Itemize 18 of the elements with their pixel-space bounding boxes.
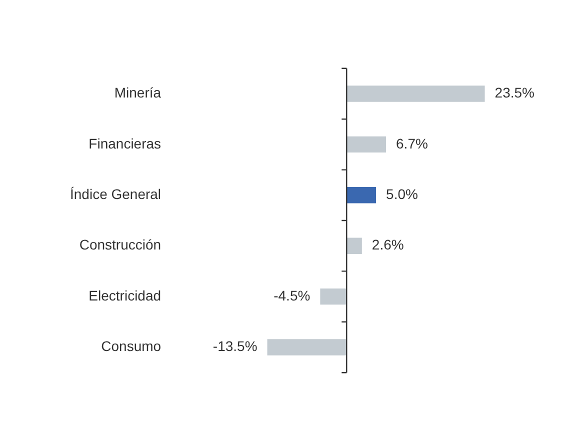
bar: [267, 339, 347, 356]
y-tick-label: Minería: [114, 84, 162, 101]
data-label: 2.6%: [372, 236, 404, 253]
data-label: 23.5%: [494, 84, 534, 101]
y-tick-label: Construcción: [79, 236, 162, 253]
y-tick-label: Consumo: [101, 338, 162, 354]
data-label: 6.7%: [396, 135, 428, 152]
bar: [346, 136, 386, 153]
y-tick-label: Electricidad: [88, 287, 162, 304]
bar: [346, 187, 376, 204]
bar: [320, 288, 347, 305]
data-label: -13.5%: [212, 338, 258, 354]
y-tick-label: Financieras: [88, 135, 162, 152]
y-tick-label: Índice General: [70, 186, 162, 202]
data-label: 5.0%: [386, 186, 418, 202]
bar: [346, 238, 362, 254]
data-label: -4.5%: [274, 287, 310, 304]
bar: [346, 86, 485, 102]
